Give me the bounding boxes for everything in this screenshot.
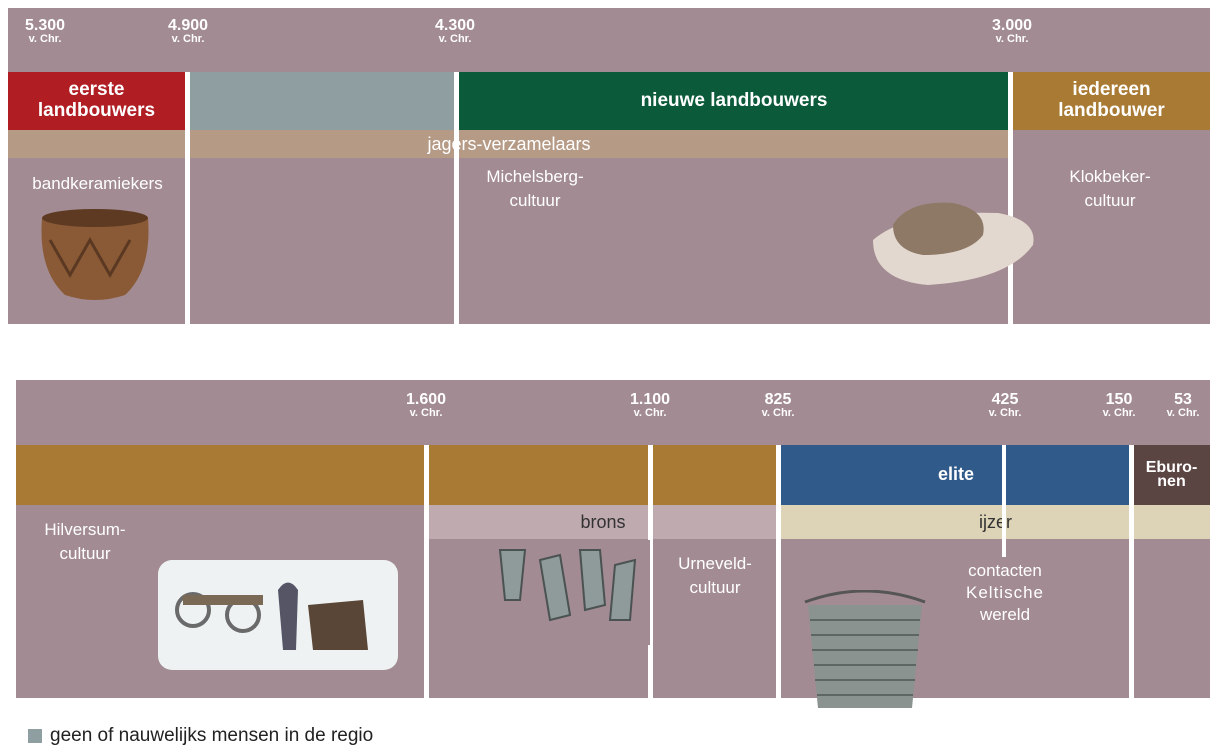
- year: 825: [738, 392, 818, 408]
- year: 4.300: [415, 18, 495, 34]
- year: 1.600: [386, 392, 466, 408]
- band-line: iedereen: [1072, 80, 1150, 101]
- pot-image: [30, 200, 160, 305]
- era: v. Chr.: [148, 34, 228, 45]
- era: v. Chr.: [965, 408, 1045, 419]
- year: 5.300: [5, 18, 85, 34]
- page: 5.300v. Chr. 4.900v. Chr. 4.300v. Chr. 3…: [0, 0, 1210, 749]
- empty-band: [190, 72, 456, 130]
- culture-line: cultuur: [655, 576, 775, 600]
- era: v. Chr.: [972, 34, 1052, 45]
- era: v. Chr.: [5, 34, 85, 45]
- cart-image: [158, 560, 398, 670]
- era: v. Chr.: [738, 408, 818, 419]
- separator: [1002, 445, 1006, 557]
- strip: brons: [428, 505, 778, 539]
- culture-line: Michelsberg-: [470, 165, 600, 189]
- quern-image: [868, 195, 1038, 290]
- band-line: eerste: [69, 80, 125, 101]
- separator: [1129, 445, 1134, 698]
- culture-line: contacten: [940, 560, 1070, 582]
- year: 4.900: [148, 18, 228, 34]
- empty-band: [16, 445, 426, 505]
- culture-line: cultuur: [470, 189, 600, 213]
- year: 1.100: [610, 392, 690, 408]
- bucket-image: [800, 590, 930, 715]
- band: Eburo-nen: [1133, 445, 1210, 505]
- strip-label: ijzer: [979, 512, 1012, 533]
- band-line: landbouwers: [38, 101, 155, 122]
- empty-band: [428, 445, 650, 505]
- band-line: nieuwe landbouwers: [641, 91, 828, 112]
- empty-band: [653, 445, 778, 505]
- culture: Urneveld-cultuur: [655, 552, 775, 600]
- era: v. Chr.: [386, 408, 466, 419]
- year: 53: [1158, 392, 1208, 408]
- era: v. Chr.: [1158, 408, 1208, 419]
- separator: [424, 445, 429, 698]
- culture: bandkeramiekers: [10, 172, 185, 196]
- axes-image: [480, 540, 650, 645]
- band: elite: [781, 445, 1131, 505]
- culture-line: cultuur: [1040, 189, 1180, 213]
- strip-label: brons: [580, 512, 625, 533]
- era: v. Chr.: [1089, 408, 1149, 419]
- band-line: nen: [1157, 475, 1185, 489]
- culture: Hilversum-cultuur: [30, 518, 140, 566]
- culture-line: bandkeramiekers: [10, 172, 185, 196]
- year: 150: [1089, 392, 1149, 408]
- era: v. Chr.: [610, 408, 690, 419]
- separator: [776, 445, 781, 698]
- legend-swatch: [28, 729, 42, 743]
- year: 3.000: [972, 18, 1052, 34]
- culture-line: Klokbeker-: [1040, 165, 1180, 189]
- culture-line: Keltische: [940, 582, 1070, 604]
- strip: ijzer: [781, 505, 1210, 539]
- culture-line: Urneveld-: [655, 552, 775, 576]
- band: nieuwe landbouwers: [458, 72, 1010, 130]
- strip-label: jagers-verzamelaars: [427, 134, 590, 155]
- culture-line: Hilversum-: [30, 518, 140, 542]
- era: v. Chr.: [415, 34, 495, 45]
- band-line: landbouwer: [1058, 101, 1165, 122]
- year: 425: [965, 392, 1045, 408]
- separator: [185, 72, 190, 324]
- band-line: elite: [938, 465, 974, 485]
- strip: jagers-verzamelaars: [8, 130, 1010, 158]
- separator: [454, 72, 459, 324]
- culture-line: wereld: [940, 604, 1070, 626]
- culture-line: cultuur: [30, 542, 140, 566]
- culture: Klokbeker-cultuur: [1040, 165, 1180, 213]
- culture: Michelsberg-cultuur: [470, 165, 600, 213]
- legend-text: geen of nauwelijks mensen in de regio: [50, 725, 373, 747]
